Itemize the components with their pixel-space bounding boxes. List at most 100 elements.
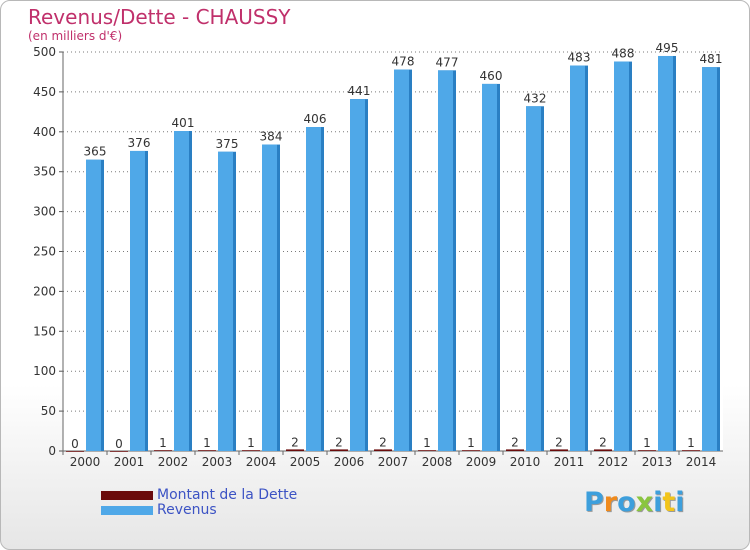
bar-revenus xyxy=(658,55,673,452)
bar-dette xyxy=(638,450,656,452)
bar-dette xyxy=(286,449,304,451)
x-tick-label: 2008 xyxy=(422,455,453,469)
logo-letter: x xyxy=(635,487,654,518)
bar-revenus xyxy=(350,99,365,451)
bar-dette xyxy=(418,450,436,452)
plot-area xyxy=(63,52,723,451)
y-tick-label: 100 xyxy=(33,364,56,378)
data-label-revenus: 478 xyxy=(392,55,415,69)
chart-subtitle: (en milliers d'€) xyxy=(28,29,123,43)
legend-label-revenus: Revenus xyxy=(157,502,217,518)
data-label-dette: 1 xyxy=(687,436,695,450)
data-label-revenus: 441 xyxy=(348,84,371,98)
y-tick-label: 50 xyxy=(41,404,56,418)
x-tick-label: 2010 xyxy=(510,455,541,469)
data-label-revenus: 376 xyxy=(128,136,151,150)
x-tick-label: 2009 xyxy=(466,455,497,469)
logo-letter: i xyxy=(653,487,663,518)
bar-dette xyxy=(242,450,260,452)
logo-letter: o xyxy=(617,487,636,518)
data-label-revenus: 375 xyxy=(216,137,239,151)
x-tick-label: 2004 xyxy=(246,455,277,469)
data-label-dette: 2 xyxy=(335,435,343,449)
bar-dette xyxy=(682,450,700,452)
data-label-dette: 2 xyxy=(511,435,519,449)
data-label-dette: 1 xyxy=(643,436,651,450)
bar-dette xyxy=(550,449,568,451)
x-tick-label: 2002 xyxy=(158,455,189,469)
data-label-dette: 1 xyxy=(159,436,167,450)
data-label-revenus: 406 xyxy=(304,112,327,126)
x-tick-label: 2011 xyxy=(554,455,585,469)
data-label-revenus: 477 xyxy=(436,55,459,69)
data-label-dette: 2 xyxy=(379,435,387,449)
data-label-revenus: 488 xyxy=(612,47,635,61)
x-tick-label: 2005 xyxy=(290,455,321,469)
x-tick-label: 2014 xyxy=(686,455,717,469)
x-tick-label: 2000 xyxy=(70,455,101,469)
bar-revenus xyxy=(262,144,277,451)
logo-letter: P xyxy=(584,487,604,518)
bar-dette xyxy=(330,449,348,451)
chart-title: Revenus/Dette - CHAUSSY xyxy=(28,5,291,29)
x-tick-label: 2007 xyxy=(378,455,409,469)
legend-swatch-dette xyxy=(101,491,153,500)
y-tick-label: 350 xyxy=(33,165,56,179)
bar-revenus xyxy=(614,61,629,452)
bar-revenus xyxy=(394,69,409,451)
bar-dette xyxy=(506,449,524,451)
logo-letter: t xyxy=(662,487,676,518)
bar-revenus xyxy=(306,127,321,452)
data-label-dette: 2 xyxy=(599,435,607,449)
data-label-dette: 1 xyxy=(203,436,211,450)
data-label-dette: 2 xyxy=(291,435,299,449)
logo-letter: r xyxy=(603,487,618,518)
y-tick-label: 300 xyxy=(33,205,56,219)
y-tick-label: 150 xyxy=(33,324,56,338)
bar-dette xyxy=(462,450,480,452)
proxiti-logo: Proxiti xyxy=(584,487,685,518)
data-label-revenus: 495 xyxy=(656,41,679,55)
data-label-revenus: 365 xyxy=(84,145,107,159)
x-tick-label: 2013 xyxy=(642,455,673,469)
data-label-dette: 2 xyxy=(555,435,563,449)
data-label-revenus: 432 xyxy=(524,91,547,105)
bar-revenus xyxy=(218,151,233,451)
bar-revenus xyxy=(526,106,541,451)
legend-swatch-revenus xyxy=(101,506,153,515)
data-label-dette: 1 xyxy=(467,436,475,450)
data-label-dette: 1 xyxy=(247,436,255,450)
legend-label-dette: Montant de la Dette xyxy=(157,487,298,503)
bar-dette xyxy=(154,450,172,452)
bar-dette xyxy=(594,449,612,451)
bar-dette xyxy=(198,450,216,452)
logo-letter: i xyxy=(675,487,685,518)
data-label-revenus: 401 xyxy=(172,116,195,130)
bar-dette xyxy=(66,451,84,452)
bar-revenus xyxy=(702,67,717,452)
y-tick-label: 400 xyxy=(33,125,56,139)
y-tick-label: 250 xyxy=(33,245,56,259)
bar-revenus xyxy=(570,65,585,451)
bar-dette xyxy=(110,451,128,452)
x-tick-label: 2012 xyxy=(598,455,629,469)
data-label-dette: 0 xyxy=(71,437,79,451)
bar-revenus xyxy=(438,70,453,451)
data-label-dette: 0 xyxy=(115,437,123,451)
data-label-revenus: 483 xyxy=(568,51,591,65)
data-label-revenus: 384 xyxy=(260,130,283,144)
x-tick-label: 2001 xyxy=(114,455,145,469)
data-label-dette: 1 xyxy=(423,436,431,450)
bar-revenus xyxy=(482,83,497,452)
bar-revenus xyxy=(86,159,101,452)
data-label-revenus: 460 xyxy=(480,69,503,83)
bar-dette xyxy=(374,449,392,451)
y-tick-label: 0 xyxy=(48,444,56,458)
bar-revenus xyxy=(174,131,189,451)
x-tick-label: 2006 xyxy=(334,455,365,469)
y-tick-label: 450 xyxy=(33,85,56,99)
bar-revenus xyxy=(130,150,145,451)
x-tick-label: 2003 xyxy=(202,455,233,469)
